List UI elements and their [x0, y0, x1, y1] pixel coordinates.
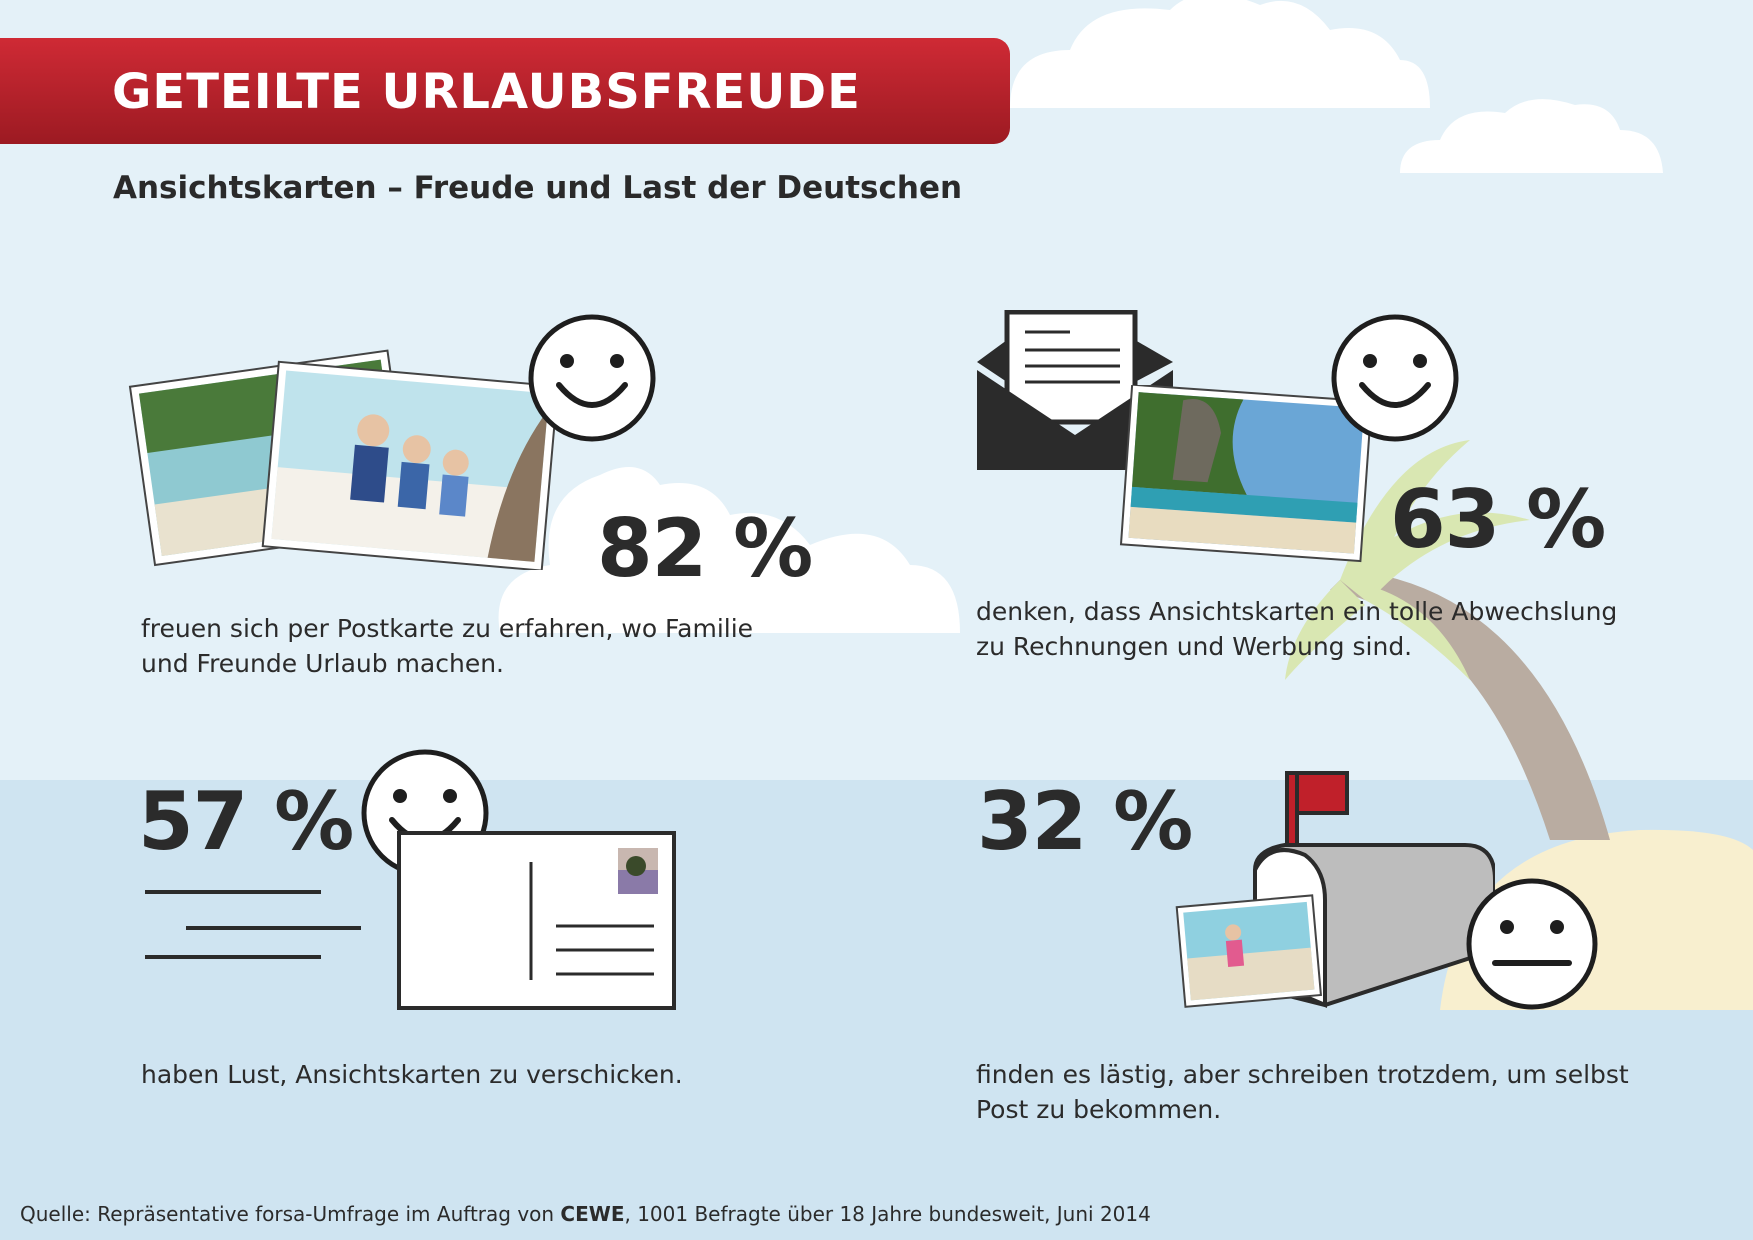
smiley-icon [1331, 314, 1459, 442]
source-suffix: , 1001 Befragte über 18 Jahre bundesweit… [624, 1202, 1151, 1226]
stat-value-82: 82 % [597, 502, 813, 595]
cloud-middle-icon [498, 467, 960, 633]
stat-value-63: 63 % [1390, 473, 1606, 566]
vacation-photos-icon [128, 349, 559, 570]
stat-text-82: freuen sich per Postkarte zu erfahren, w… [141, 611, 753, 681]
envelope-icon [977, 310, 1173, 470]
stat-text-line: zu Rechnungen und Werbung sind. [976, 632, 1413, 661]
stat-text-line: freuen sich per Postkarte zu erfahren, w… [141, 614, 754, 643]
source-note: Quelle: Repräsentative forsa-Umfrage im … [20, 1202, 1151, 1226]
postcard-icon [397, 831, 676, 1010]
stat-text-line: denken, dass Ansichtskarten ein tolle Ab… [976, 597, 1618, 626]
cloud-top-icon [1010, 0, 1430, 108]
palm-tree-icon [1285, 440, 1610, 840]
neutral-face-icon [1466, 878, 1598, 1010]
page-title: GETEILTE URLAUBSFREUDE [112, 64, 861, 120]
cloud-right-icon [1400, 99, 1663, 173]
stat-text-63: denken, dass Ansichtskarten ein tolle Ab… [976, 594, 1617, 664]
title-banner: GETEILTE URLAUBSFREUDE [0, 38, 1010, 144]
stat-text-line: finden es lästig, aber schreiben trotzde… [976, 1060, 1629, 1089]
child-photo-icon [1175, 894, 1323, 1008]
stat-text-32: finden es lästig, aber schreiben trotzde… [976, 1057, 1629, 1127]
source-brand: CEWE [560, 1202, 625, 1226]
stat-text-line: haben Lust, Ansichtskarten zu verschicke… [141, 1060, 683, 1089]
stat-text-57: haben Lust, Ansichtskarten zu verschicke… [141, 1057, 683, 1092]
source-prefix: Quelle: Repräsentative forsa-Umfrage im … [20, 1202, 561, 1226]
stat-text-line: Post zu bekommen. [976, 1095, 1222, 1124]
page-subtitle: Ansichtskarten – Freude und Last der Deu… [113, 170, 963, 206]
stat-value-57: 57 % [138, 775, 354, 868]
smiley-icon [528, 314, 656, 442]
beach-photo-icon [1119, 385, 1373, 563]
speed-lines-icon [145, 890, 361, 959]
stat-value-32: 32 % [977, 775, 1193, 868]
stat-text-line: und Freunde Urlaub machen. [141, 649, 505, 678]
